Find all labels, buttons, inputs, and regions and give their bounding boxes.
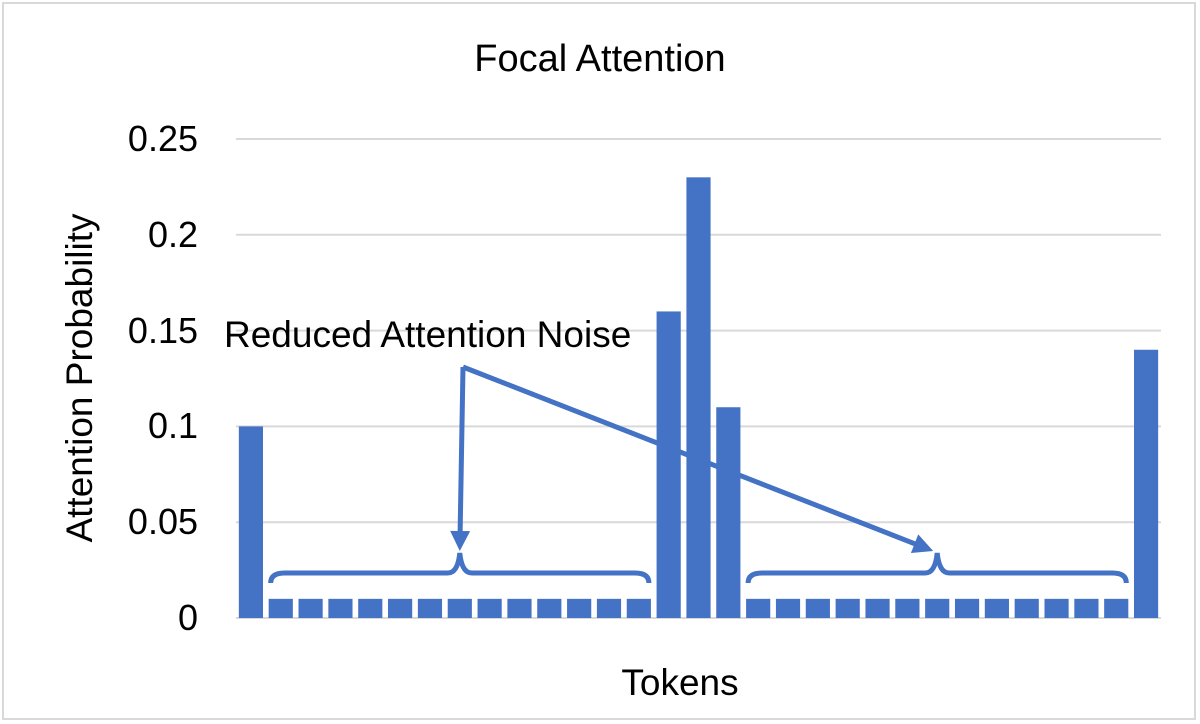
bar: [507, 598, 532, 618]
bar: [1133, 349, 1159, 618]
y-tick-label: 0.15: [127, 309, 198, 351]
bar: [477, 598, 502, 618]
bar: [537, 598, 562, 618]
bar: [626, 598, 651, 618]
bar: [298, 598, 323, 618]
bar: [954, 598, 980, 618]
x-axis-title: Tokens: [621, 662, 739, 703]
y-tick-label: 0: [177, 597, 198, 638]
arrow-line: [457, 366, 466, 536]
bar: [984, 598, 1009, 618]
bars: [238, 177, 1159, 618]
y-tick-label: 0.25: [127, 118, 198, 159]
bar: [656, 311, 681, 618]
bar: [358, 598, 383, 618]
arrowhead-icon: [910, 534, 934, 554]
bar: [1044, 598, 1069, 618]
bar: [716, 407, 741, 618]
chart-title: Focal Attention: [474, 38, 726, 80]
y-tick-label: 0.2: [147, 213, 198, 255]
bar: [835, 598, 860, 618]
bar: [447, 598, 472, 618]
bar: [567, 598, 592, 618]
bar: [865, 598, 890, 618]
bar: [895, 598, 920, 618]
bar: [805, 598, 830, 618]
y-tick-label: 0.05: [127, 501, 198, 543]
bar: [686, 177, 711, 618]
annotation-shapes: [268, 364, 1129, 584]
bar: [746, 598, 771, 618]
bar: [1074, 598, 1099, 618]
bar: [1014, 598, 1039, 618]
bar: [268, 598, 293, 618]
y-tick-label: 0.1: [147, 405, 198, 447]
bar: [1104, 598, 1129, 618]
bar: [925, 598, 950, 618]
bar: [238, 426, 264, 618]
bar: [775, 598, 801, 618]
bar: [596, 598, 622, 618]
arrowhead-icon: [450, 530, 471, 551]
bracket: [745, 552, 1129, 584]
bracket: [268, 552, 652, 584]
arrow-line: [462, 364, 920, 548]
bar: [417, 598, 443, 618]
bar: [388, 598, 413, 618]
annotation-label: Reduced Attention Noise: [224, 314, 632, 355]
bar: [328, 598, 353, 618]
